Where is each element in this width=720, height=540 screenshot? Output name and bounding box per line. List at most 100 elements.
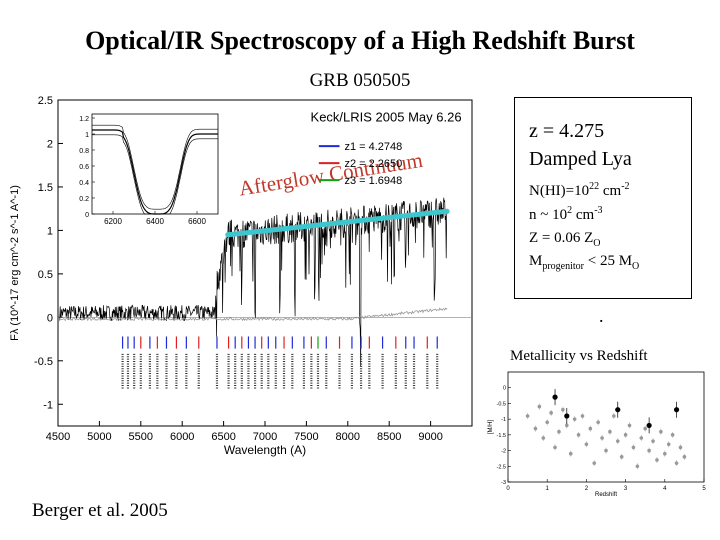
x-tick-label: 5000 bbox=[87, 431, 111, 443]
y-tick-label: 2.5 bbox=[38, 95, 53, 107]
met-point bbox=[647, 448, 651, 453]
particle-density: n ~ 102 cm-3 bbox=[529, 205, 603, 223]
legend-label: z2 = 2.2650 bbox=[344, 158, 402, 170]
inset-x-tick-label: 6200 bbox=[104, 217, 122, 226]
met-y-tick-label: -1.5 bbox=[497, 433, 506, 439]
met-point-black bbox=[646, 422, 652, 429]
met-point bbox=[678, 445, 683, 450]
spectrum-line bbox=[59, 197, 448, 367]
damped-lya-label: Damped Lya bbox=[529, 148, 632, 170]
met-point bbox=[615, 439, 620, 443]
continuum-line bbox=[225, 208, 450, 238]
met-point bbox=[631, 445, 636, 450]
stray-dot: . bbox=[599, 306, 604, 326]
met-point bbox=[651, 439, 655, 443]
met-point bbox=[670, 433, 675, 437]
met-point bbox=[608, 429, 612, 434]
met-frame bbox=[507, 371, 705, 483]
met-point bbox=[674, 461, 679, 465]
met-point-black bbox=[564, 413, 570, 419]
y-tick-label: 1 bbox=[47, 225, 53, 237]
x-tick-label: 6500 bbox=[211, 431, 235, 443]
met-y-tick-label: -2.5 bbox=[497, 464, 506, 470]
y-tick-label: 0 bbox=[47, 312, 53, 324]
met-point bbox=[533, 426, 538, 431]
met-y-tick-label: -1 bbox=[501, 417, 506, 423]
spectrum-title: Keck/LRIS 2005 May 6.26 bbox=[311, 110, 462, 125]
met-x-tick-label: 2 bbox=[585, 486, 589, 492]
inset-profile bbox=[92, 124, 218, 210]
met-point bbox=[545, 420, 549, 425]
met-point-black bbox=[673, 407, 680, 413]
inset-y-tick-label: 1 bbox=[85, 132, 89, 139]
inset-x-tick-label: 6600 bbox=[188, 217, 206, 226]
met-point bbox=[557, 429, 561, 434]
met-x-tick-label: 0 bbox=[506, 486, 510, 492]
x-tick-label: 4500 bbox=[46, 431, 70, 443]
x-axis-label: Wavelength (A) bbox=[224, 443, 306, 457]
met-point bbox=[592, 461, 597, 465]
met-y-label: [M/H] bbox=[488, 420, 494, 435]
error-spectrum bbox=[59, 307, 448, 322]
inset-profile bbox=[92, 134, 218, 215]
met-x-tick-label: 4 bbox=[663, 486, 667, 492]
legend-label: z1 = 4.2748 bbox=[344, 141, 402, 153]
met-point bbox=[553, 445, 557, 450]
met-point bbox=[639, 436, 644, 440]
met-point bbox=[596, 420, 600, 425]
y-tick-label: 1.5 bbox=[38, 182, 53, 194]
y-tick-label: 2 bbox=[47, 138, 53, 150]
legend-label: z3 = 1.6948 bbox=[344, 175, 402, 187]
grb-name: GRB 050505 bbox=[309, 70, 411, 91]
met-point bbox=[549, 411, 553, 415]
x-tick-label: 5500 bbox=[129, 431, 153, 443]
inset-y-tick-label: 1.2 bbox=[79, 116, 89, 123]
met-point bbox=[588, 426, 593, 431]
met-point-black bbox=[615, 407, 621, 413]
redshift-value: z = 4.275 bbox=[529, 120, 605, 142]
met-y-tick-label: -3 bbox=[501, 480, 506, 486]
citation: Berger et al. 2005 bbox=[32, 500, 168, 521]
met-point bbox=[568, 451, 573, 456]
met-point bbox=[580, 414, 585, 418]
met-point bbox=[627, 423, 632, 428]
met-point bbox=[659, 429, 663, 434]
metallicity-figure: 0 1 2 3 4 5 0 -0.5 -1 -1.5 -2 -2.5 -3 Redshift [M/H] bbox=[488, 371, 706, 496]
inset-y-tick-label: 0.6 bbox=[79, 164, 89, 171]
met-x-tick-label: 5 bbox=[702, 486, 706, 492]
met-point bbox=[537, 404, 542, 409]
inset-y-tick-label: 0.4 bbox=[79, 180, 89, 187]
properties-box: z = 4.275 Damped Lya N(HI)=1022 cm-2 n ~… bbox=[514, 97, 692, 299]
inset-y-tick-label: 0.2 bbox=[79, 196, 89, 203]
met-point bbox=[541, 436, 546, 440]
metallicity-value: Z = 0.06 ZO bbox=[529, 230, 601, 249]
x-tick-label: 6000 bbox=[170, 431, 194, 443]
inset-x-tick-label: 6400 bbox=[146, 217, 164, 226]
metallicity-title: Metallicity vs Redshift bbox=[510, 348, 648, 364]
met-point bbox=[600, 436, 604, 440]
met-y-tick-label: 0 bbox=[503, 386, 506, 392]
met-point bbox=[561, 407, 565, 412]
met-point bbox=[576, 433, 581, 437]
inset-frame bbox=[91, 113, 219, 215]
x-tick-label: 8500 bbox=[377, 431, 401, 443]
y-tick-label: -0.5 bbox=[34, 356, 53, 368]
spectrum-figure: 4500 5000 5500 6000 6500 7000 7500 8000 8500 9000… bbox=[9, 95, 473, 457]
met-point-black bbox=[552, 394, 558, 400]
met-point bbox=[666, 442, 671, 447]
met-point bbox=[565, 423, 569, 428]
met-x-tick-label: 3 bbox=[624, 486, 628, 492]
met-point bbox=[655, 458, 659, 462]
x-tick-label: 8000 bbox=[336, 431, 360, 443]
inset-y-tick-label: 0.8 bbox=[79, 148, 89, 155]
x-tick-label: 7500 bbox=[294, 431, 318, 443]
met-y-tick-label: -0.5 bbox=[497, 401, 506, 407]
y-axis-label: Fλ (10^-17 erg cm^-2 s^-1 A^-1) bbox=[9, 185, 21, 341]
met-point bbox=[623, 433, 628, 437]
met-point bbox=[635, 464, 640, 469]
slide-title: Optical/IR Spectroscopy of a High Redshi… bbox=[85, 26, 635, 55]
met-point bbox=[584, 442, 589, 447]
met-point bbox=[619, 455, 624, 459]
y-tick-label: 0.5 bbox=[38, 269, 53, 281]
x-tick-label: 9000 bbox=[418, 431, 442, 443]
